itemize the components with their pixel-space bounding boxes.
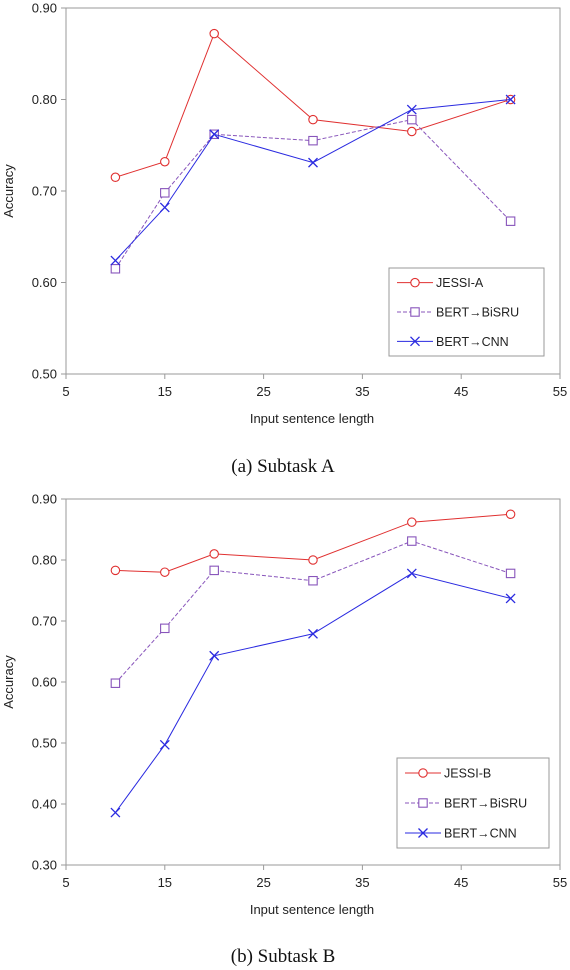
y-tick-label: 0.60 <box>32 675 57 690</box>
y-tick-label: 0.70 <box>32 614 57 629</box>
legend-label: BERT→BiSRU <box>444 797 527 811</box>
data-point-square <box>110 264 121 274</box>
y-tick-label: 0.50 <box>32 736 57 751</box>
data-point-square <box>505 568 516 579</box>
series-line <box>115 540 511 684</box>
y-tick-label: 0.90 <box>32 1 57 16</box>
data-point-x <box>406 568 417 579</box>
data-point-square <box>110 678 121 688</box>
data-point-x <box>159 739 170 750</box>
data-point-x <box>159 202 170 213</box>
data-point-circle <box>308 114 318 125</box>
y-axis-label: Accuracy <box>1 655 16 709</box>
series-bert-bisru <box>110 536 516 688</box>
data-point-circle <box>308 555 318 565</box>
x-tick-label: 45 <box>454 875 468 890</box>
series-bert-cnn <box>110 568 516 818</box>
data-point-circle <box>505 509 516 519</box>
figure-caption: (b) Subtask B <box>231 946 336 967</box>
data-point-circle <box>160 156 170 167</box>
y-tick-label: 0.80 <box>32 92 57 107</box>
data-point-square <box>407 114 417 125</box>
x-tick-label: 25 <box>256 384 270 399</box>
data-point-x <box>308 628 318 639</box>
y-tick-label: 0.90 <box>32 492 57 507</box>
x-axis-label: Input sentence length <box>250 902 374 917</box>
x-tick-label: 15 <box>158 384 172 399</box>
x-axis-label: Input sentence length <box>250 411 374 426</box>
y-tick-label: 0.80 <box>32 553 57 568</box>
data-point-square <box>308 135 318 146</box>
legend: JESSI-B BERT→BiSRU BERT→CNN <box>396 757 550 849</box>
x-tick-label: 5 <box>62 384 69 399</box>
x-tick-label: 25 <box>256 875 270 890</box>
y-tick-label: 0.70 <box>32 184 57 199</box>
data-point-circle <box>407 517 417 527</box>
legend: JESSI-A BERT→BiSRU BERT→CNN <box>388 267 545 357</box>
legend-label: BERT→CNN <box>436 335 509 349</box>
x-tick-label: 35 <box>355 384 369 399</box>
legend-marker-circle <box>410 277 420 288</box>
legend-marker-circle <box>418 768 428 778</box>
data-point-x <box>209 650 220 661</box>
data-point-x <box>505 94 516 105</box>
data-point-circle <box>209 549 219 559</box>
data-point-square <box>209 565 219 576</box>
figure-caption: (a) Subtask A <box>231 456 335 477</box>
series-line <box>115 513 511 573</box>
legend-label: BERT→CNN <box>444 827 517 841</box>
data-point-circle <box>110 172 121 183</box>
legend-label: JESSI-B <box>444 767 491 781</box>
series-line <box>114 119 511 270</box>
legend-marker-x <box>410 336 420 347</box>
y-tick-label: 0.40 <box>32 797 57 812</box>
series-bert-bisru <box>110 114 516 274</box>
chart-panel-a: 0.50 0.60 0.70 0.80 0.90 5 15 25 35 45 55 Input sen… <box>1 1 567 478</box>
x-tick-label: 45 <box>454 384 468 399</box>
x-tick-label: 5 <box>62 875 69 890</box>
legend-marker-square <box>410 307 420 317</box>
data-point-square <box>505 216 516 226</box>
y-tick-label: 0.60 <box>32 275 57 290</box>
y-tick-label: 0.30 <box>32 858 57 873</box>
y-axis-label: Accuracy <box>1 164 16 218</box>
x-tick-label: 55 <box>553 384 567 399</box>
chart-panel-b: 0.30 0.40 0.50 0.60 0.70 0.80 0.90 5 15 25 35 45 55 I… <box>1 492 567 968</box>
x-tick-label: 15 <box>158 875 172 890</box>
data-point-x <box>209 129 220 140</box>
series-line <box>115 99 511 261</box>
series-jessi-b <box>110 509 516 577</box>
x-tick-label: 35 <box>355 875 369 890</box>
data-point-circle <box>110 565 121 576</box>
legend-marker-x <box>418 828 428 838</box>
series-line <box>114 572 511 813</box>
series-bert-cnn <box>110 94 516 266</box>
x-tick-label: 55 <box>553 875 567 890</box>
data-point-circle <box>160 567 170 577</box>
legend-marker-square <box>418 798 428 808</box>
data-point-square <box>160 623 170 634</box>
y-tick-label: 0.50 <box>32 367 57 382</box>
legend-label: BERT→BiSRU <box>436 306 519 320</box>
data-point-x <box>110 807 121 818</box>
data-point-x <box>406 104 417 115</box>
data-point-square <box>308 575 318 586</box>
data-point-circle <box>407 126 417 137</box>
data-point-square <box>160 188 170 198</box>
legend-label: JESSI-A <box>436 276 484 290</box>
data-point-x <box>505 593 516 604</box>
data-point-square <box>407 536 417 546</box>
data-point-circle <box>209 28 219 39</box>
series-line <box>115 32 511 178</box>
data-point-x <box>110 255 121 266</box>
data-point-x <box>308 157 318 168</box>
